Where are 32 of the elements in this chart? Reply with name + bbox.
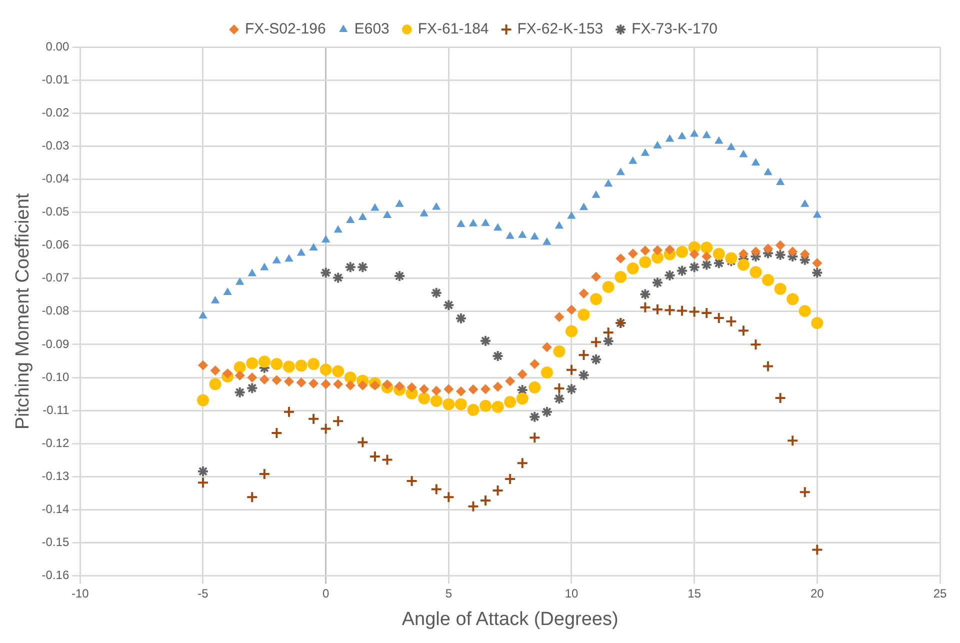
legend-label: FX-73-K-170 <box>632 20 718 38</box>
y-tick-label: -0.03 <box>42 138 70 152</box>
legend-label: FX-62-K-153 <box>517 20 604 38</box>
x-tick-label: 0 <box>322 586 330 600</box>
y-tick-label: -0.06 <box>42 238 70 252</box>
y-tick-label: -0.15 <box>42 535 70 550</box>
y-tick-label: -0.08 <box>42 304 70 318</box>
y-tick-label: -0.10 <box>42 370 70 384</box>
y-tick-label: -0.04 <box>42 172 70 186</box>
y-tick-label: -0.05 <box>42 204 70 219</box>
x-axis-title: Angle of Attack (Degrees) <box>402 608 618 630</box>
x-tick-label: 10 <box>564 586 578 600</box>
x-tick-label: 15 <box>688 586 702 600</box>
y-tick-label: -0.13 <box>42 468 70 483</box>
y-tick-label: -0.07 <box>42 270 70 285</box>
y-axis-title: Pitching Moment Coefficient <box>12 192 34 430</box>
x-tick-label: 20 <box>810 586 824 600</box>
x-tick-label: -5 <box>198 586 209 600</box>
legend-label: E603 <box>354 20 390 38</box>
y-tick-label: -0.09 <box>42 336 70 351</box>
y-tick-label: -0.11 <box>42 402 70 417</box>
x-tick-label: -10 <box>71 586 90 600</box>
y-tick-label: -0.16 <box>42 568 70 582</box>
y-tick-label: 0.00 <box>46 39 70 54</box>
y-tick-label: -0.01 <box>42 72 70 86</box>
legend-label: FX-61-184 <box>418 20 489 38</box>
y-tick-label: -0.14 <box>42 502 70 516</box>
legend-label: FX-S02-196 <box>244 20 326 38</box>
y-tick-label: -0.12 <box>42 436 70 450</box>
x-tick-label: 25 <box>933 586 947 600</box>
y-tick-label: -0.02 <box>42 105 70 120</box>
x-tick-label: 5 <box>445 586 452 600</box>
